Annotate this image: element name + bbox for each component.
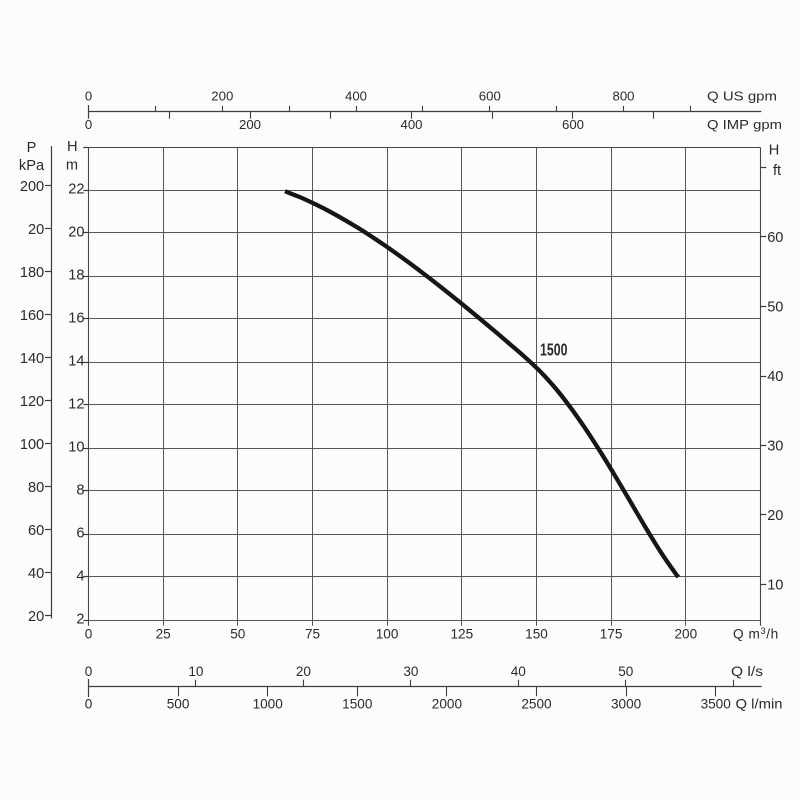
svg-text:20: 20: [28, 609, 44, 625]
svg-text:kPa: kPa: [19, 158, 45, 174]
svg-text:200: 200: [211, 89, 233, 104]
svg-text:100: 100: [20, 437, 44, 453]
svg-text:Q l/s: Q l/s: [731, 664, 763, 679]
svg-text:40: 40: [511, 664, 527, 679]
svg-text:0: 0: [85, 664, 93, 679]
svg-text:3000: 3000: [611, 697, 642, 712]
svg-text:1500: 1500: [540, 340, 568, 360]
svg-text:175: 175: [600, 627, 623, 642]
svg-text:10: 10: [188, 664, 204, 679]
svg-text:80: 80: [28, 480, 44, 496]
svg-text:200: 200: [674, 627, 697, 642]
svg-text:100: 100: [376, 627, 399, 642]
svg-text:0: 0: [85, 117, 92, 132]
svg-text:20: 20: [296, 664, 312, 679]
svg-text:6: 6: [76, 525, 84, 541]
svg-text:0: 0: [85, 627, 93, 642]
svg-text:2500: 2500: [521, 697, 552, 712]
svg-text:200: 200: [20, 179, 44, 195]
svg-text:180: 180: [20, 265, 44, 281]
svg-text:75: 75: [305, 627, 320, 642]
svg-text:1000: 1000: [253, 697, 284, 712]
svg-text:2: 2: [76, 611, 84, 627]
svg-text:Q US gpm: Q US gpm: [707, 89, 777, 104]
svg-text:3500: 3500: [701, 697, 732, 712]
svg-text:160: 160: [20, 308, 44, 324]
svg-text:150: 150: [525, 627, 548, 642]
svg-text:m: m: [66, 158, 78, 174]
svg-text:Q m3/h: Q m3/h: [733, 626, 779, 642]
svg-text:25: 25: [156, 627, 171, 642]
svg-text:60: 60: [767, 230, 783, 246]
svg-text:600: 600: [562, 117, 584, 132]
svg-text:125: 125: [450, 627, 473, 642]
svg-text:200: 200: [239, 117, 261, 132]
svg-text:400: 400: [400, 117, 422, 132]
svg-text:30: 30: [403, 664, 419, 679]
svg-text:14: 14: [68, 353, 84, 369]
svg-text:10: 10: [68, 439, 84, 455]
svg-text:4: 4: [76, 568, 84, 584]
svg-text:30: 30: [767, 439, 783, 455]
svg-text:400: 400: [345, 89, 367, 104]
svg-text:2000: 2000: [432, 697, 463, 712]
svg-text:22: 22: [68, 181, 84, 197]
svg-text:Q l/min: Q l/min: [736, 697, 783, 712]
svg-text:ft: ft: [773, 163, 781, 179]
svg-text:1500: 1500: [342, 697, 373, 712]
svg-text:60: 60: [28, 523, 44, 539]
svg-text:800: 800: [612, 89, 634, 104]
svg-text:Q IMP gpm: Q IMP gpm: [707, 117, 782, 132]
svg-text:18: 18: [68, 267, 84, 283]
svg-text:20: 20: [68, 224, 84, 240]
svg-text:0: 0: [85, 697, 93, 712]
svg-text:12: 12: [68, 396, 84, 412]
svg-text:8: 8: [76, 482, 84, 498]
svg-text:50: 50: [230, 627, 246, 642]
svg-text:20: 20: [28, 222, 44, 238]
svg-text:120: 120: [20, 394, 44, 410]
svg-text:0: 0: [85, 89, 92, 104]
svg-text:10: 10: [767, 578, 783, 594]
svg-text:50: 50: [618, 664, 634, 679]
svg-text:P: P: [27, 140, 37, 156]
svg-text:16: 16: [68, 310, 84, 326]
svg-text:H: H: [67, 139, 78, 155]
svg-text:40: 40: [767, 369, 783, 385]
svg-text:140: 140: [20, 351, 44, 367]
svg-text:600: 600: [479, 89, 501, 104]
svg-text:H: H: [769, 143, 780, 159]
svg-text:50: 50: [767, 300, 783, 316]
svg-text:20: 20: [767, 508, 783, 524]
svg-text:40: 40: [28, 566, 44, 582]
svg-text:500: 500: [167, 697, 190, 712]
